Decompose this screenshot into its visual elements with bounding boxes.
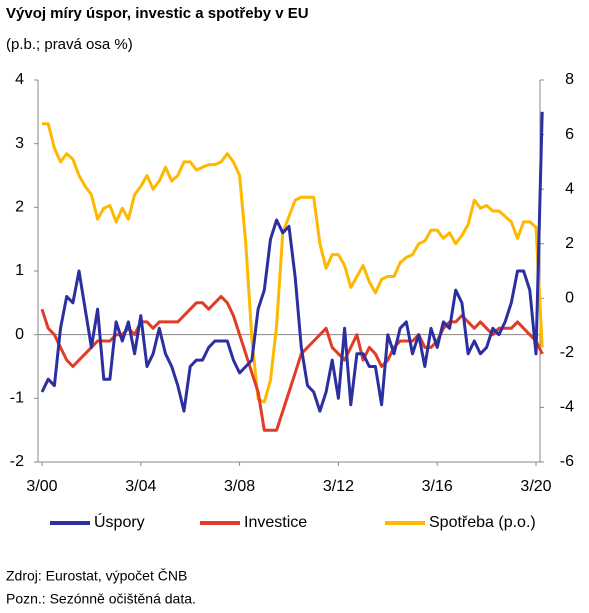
- x-tick-label: 3/12: [323, 478, 354, 495]
- y-tick-label: 1: [15, 262, 24, 279]
- y2-tick-label: -4: [560, 399, 574, 416]
- series-line: [42, 122, 544, 404]
- series-line: [40, 295, 544, 432]
- y2-tick-label: 2: [565, 235, 574, 252]
- y2-tick-label: -6: [560, 453, 574, 470]
- y-tick-label: -2: [10, 453, 24, 470]
- x-tick-label: 3/16: [422, 478, 453, 495]
- note: Zdroj: Eurostat, výpočet ČNB: [6, 568, 187, 584]
- y-tick-label: 4: [15, 71, 24, 88]
- y-tick-label: 2: [15, 199, 24, 216]
- y-tick-label: 0: [15, 326, 24, 343]
- note: Pozn.: Sezónně očištěná data.: [6, 591, 196, 607]
- y-tick-label: 3: [15, 135, 24, 152]
- x-tick-label: 3/08: [224, 478, 255, 495]
- chart-title: Vývoj míry úspor, investic a spotřeby v …: [6, 5, 309, 22]
- chart-subtitle: (p.b.; pravá osa %): [6, 36, 133, 53]
- y2-tick-label: 6: [565, 126, 574, 143]
- legend-label: Spotřeba (p.o.): [429, 514, 536, 531]
- x-tick-label: 3/00: [26, 478, 57, 495]
- legend-label: Investice: [244, 514, 307, 531]
- y2-tick-label: 8: [565, 71, 574, 88]
- series-line: [40, 111, 544, 413]
- y2-tick-label: 4: [565, 180, 574, 197]
- y-tick-label: -1: [10, 390, 24, 407]
- x-tick-label: 3/20: [520, 478, 551, 495]
- y2-tick-label: -2: [560, 344, 574, 361]
- legend-label: Úspory: [94, 512, 145, 531]
- y2-tick-label: 0: [565, 290, 574, 307]
- x-tick-label: 3/04: [125, 478, 156, 495]
